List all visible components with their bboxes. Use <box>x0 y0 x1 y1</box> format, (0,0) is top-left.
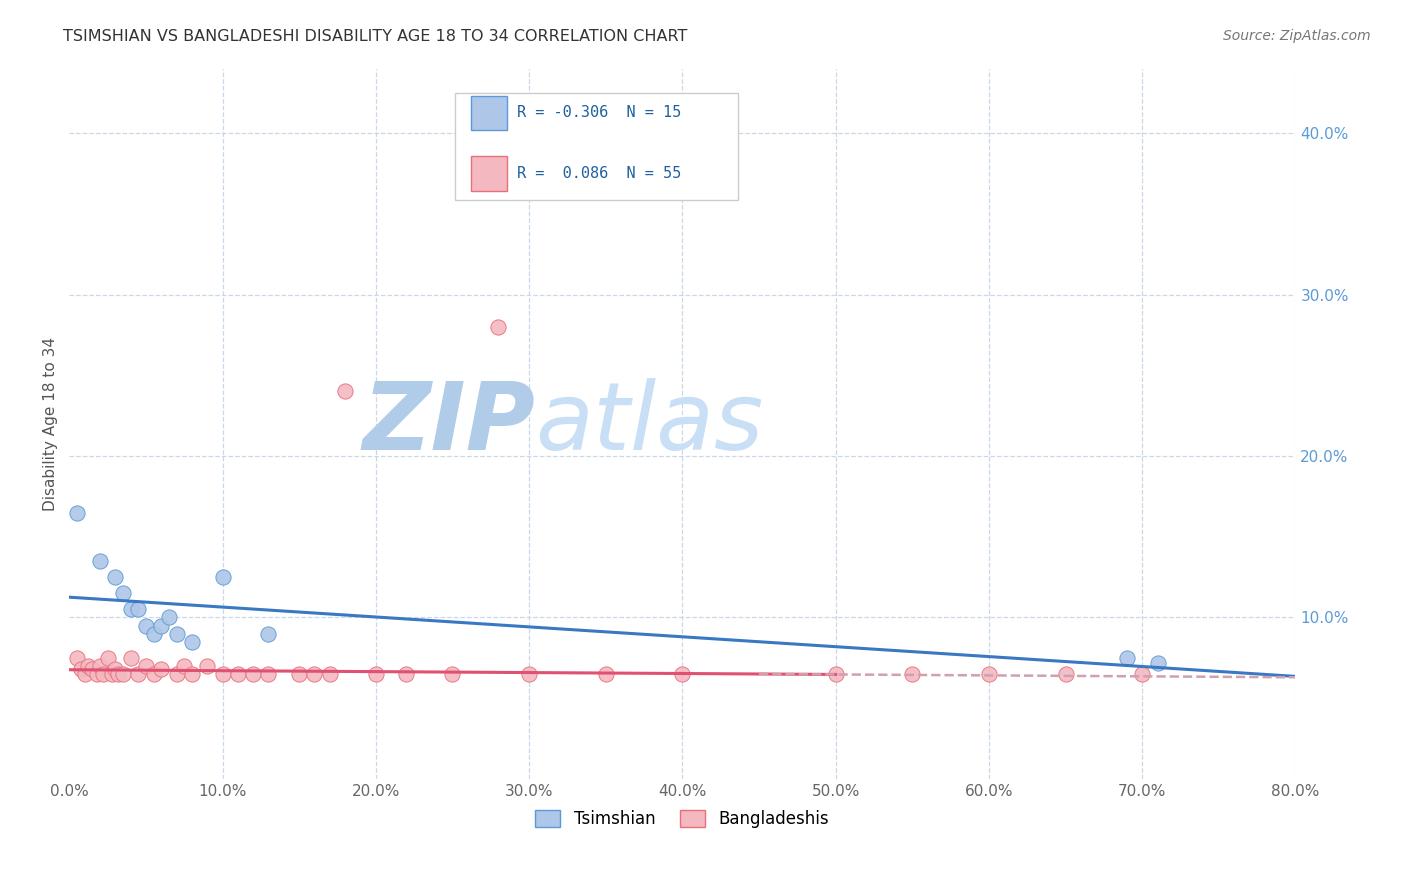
Point <box>1115 650 1137 665</box>
Point <box>150 618 173 632</box>
Text: ZIP: ZIP <box>363 377 536 470</box>
Point <box>82 662 104 676</box>
Point <box>111 667 134 681</box>
Point <box>89 659 111 673</box>
Point <box>288 667 311 681</box>
Point <box>242 667 264 681</box>
Point <box>1130 667 1153 681</box>
Point <box>211 570 233 584</box>
Text: atlas: atlas <box>536 378 763 469</box>
Point <box>142 626 165 640</box>
Point <box>304 667 326 681</box>
Point <box>66 506 89 520</box>
Point <box>333 384 356 399</box>
Point <box>364 667 387 681</box>
Point <box>104 570 127 584</box>
Point <box>135 659 157 673</box>
Y-axis label: Disability Age 18 to 34: Disability Age 18 to 34 <box>44 336 58 511</box>
Point <box>486 319 509 334</box>
Point <box>127 667 149 681</box>
Point <box>517 667 540 681</box>
Point <box>1146 656 1168 670</box>
Point <box>195 659 218 673</box>
Point <box>180 634 202 648</box>
Point <box>104 662 127 676</box>
Text: R =  0.086  N = 55: R = 0.086 N = 55 <box>517 166 681 181</box>
Point <box>111 586 134 600</box>
Point <box>173 659 195 673</box>
FancyBboxPatch shape <box>471 156 508 191</box>
Point <box>257 667 280 681</box>
Point <box>226 667 249 681</box>
Point <box>150 662 173 676</box>
Point <box>120 602 142 616</box>
Point <box>157 610 180 624</box>
Point <box>91 667 114 681</box>
Point <box>180 667 202 681</box>
Point <box>824 667 846 681</box>
Point <box>135 618 157 632</box>
Point <box>127 602 149 616</box>
Text: Source: ZipAtlas.com: Source: ZipAtlas.com <box>1223 29 1371 43</box>
Point <box>70 662 93 676</box>
Point <box>66 650 89 665</box>
Point <box>76 659 98 673</box>
Point <box>257 626 280 640</box>
Point <box>73 667 96 681</box>
Legend: Tsimshian, Bangladeshis: Tsimshian, Bangladeshis <box>529 803 837 835</box>
Point <box>89 554 111 568</box>
Point <box>120 650 142 665</box>
Point <box>319 667 342 681</box>
Point <box>166 667 188 681</box>
Point <box>671 667 693 681</box>
Point <box>142 667 165 681</box>
Point <box>86 667 108 681</box>
Point <box>901 667 924 681</box>
FancyBboxPatch shape <box>471 95 508 130</box>
Point <box>96 650 118 665</box>
Point <box>595 667 617 681</box>
FancyBboxPatch shape <box>456 94 738 200</box>
Point <box>101 667 124 681</box>
Point <box>395 667 418 681</box>
Point <box>107 667 129 681</box>
Point <box>1054 667 1077 681</box>
Point <box>166 626 188 640</box>
Point <box>977 667 1000 681</box>
Text: TSIMSHIAN VS BANGLADESHI DISABILITY AGE 18 TO 34 CORRELATION CHART: TSIMSHIAN VS BANGLADESHI DISABILITY AGE … <box>63 29 688 44</box>
Point <box>211 667 233 681</box>
Point <box>441 667 464 681</box>
Text: R = -0.306  N = 15: R = -0.306 N = 15 <box>517 105 681 120</box>
